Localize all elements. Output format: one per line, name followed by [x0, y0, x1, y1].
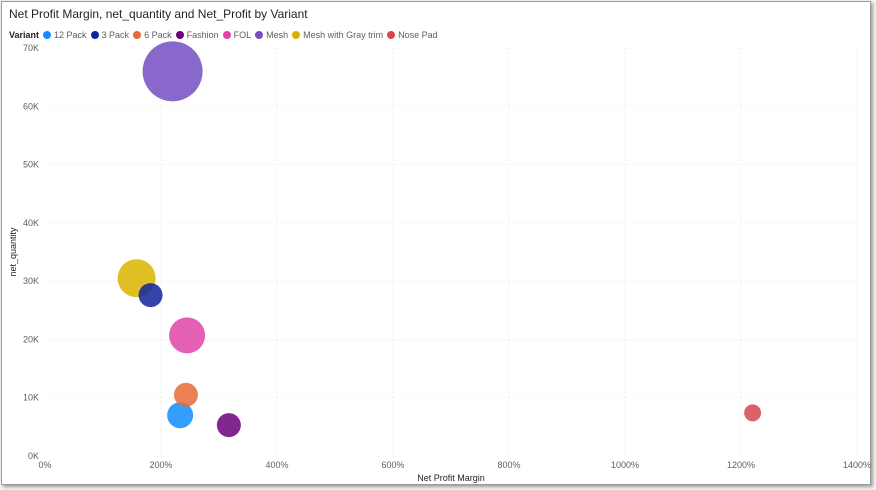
- x-tick-label: 1000%: [611, 460, 639, 470]
- legend-label: 3 Pack: [101, 30, 130, 40]
- y-axis-title: net_quantity: [8, 227, 18, 277]
- legend-marker: [90, 31, 99, 39]
- legend-label: Mesh with Gray trim: [303, 30, 384, 40]
- legend: Variant 12 Pack 3 Pack 6 Pack Fashion FOL Mes…: [9, 28, 442, 42]
- legend-label: 6 Pack: [144, 30, 172, 40]
- y-tick-label: 50K: [23, 160, 39, 170]
- legend-item[interactable]: FOL: [222, 30, 252, 40]
- legend-item[interactable]: 6 Pack: [133, 30, 172, 40]
- legend-items: 12 Pack 3 Pack 6 Pack Fashion FOL Mesh Mesh wi…: [43, 30, 442, 40]
- legend-item[interactable]: Fashion: [175, 30, 219, 40]
- y-tick-label: 40K: [23, 218, 39, 228]
- legend-item[interactable]: 12 Pack: [43, 30, 87, 40]
- y-tick-label: 20K: [23, 334, 39, 344]
- legend-marker: [255, 31, 264, 39]
- y-tick-label: 0K: [28, 451, 39, 461]
- data-point-bubble[interactable]: [216, 413, 241, 438]
- y-tick-label: 60K: [23, 101, 39, 111]
- legend-marker: [292, 31, 301, 39]
- x-axis-title: Net Profit Margin: [417, 473, 485, 483]
- legend-item[interactable]: Mesh: [255, 30, 288, 40]
- legend-title: Variant: [9, 30, 40, 40]
- x-tick-label: 800%: [497, 460, 520, 470]
- y-tick-label: 70K: [23, 43, 39, 53]
- data-point-bubble[interactable]: [744, 404, 762, 422]
- legend-item[interactable]: Nose Pad: [387, 30, 438, 40]
- legend-label: Mesh: [266, 30, 289, 40]
- x-tick-label: 200%: [149, 460, 172, 470]
- legend-label: 12 Pack: [54, 30, 87, 40]
- data-point-bubble[interactable]: [142, 41, 203, 102]
- legend-marker: [387, 31, 396, 39]
- y-tick-label: 30K: [23, 276, 39, 286]
- data-point-bubble[interactable]: [167, 402, 194, 429]
- legend-marker: [43, 31, 52, 39]
- legend-label: FOL: [233, 30, 252, 40]
- x-tick-label: 1400%: [843, 460, 871, 470]
- legend-label: Fashion: [186, 30, 219, 40]
- legend-item[interactable]: 3 Pack: [90, 30, 130, 40]
- x-tick-label: 1200%: [727, 460, 755, 470]
- x-tick-label: 0%: [38, 460, 51, 470]
- legend-marker: [175, 31, 184, 39]
- legend-marker: [133, 31, 142, 39]
- legend-item[interactable]: Mesh with Gray trim: [292, 30, 383, 40]
- chart-title: Net Profit Margin, net_quantity and Net_…: [9, 7, 308, 21]
- legend-marker: [222, 31, 231, 39]
- x-tick-label: 400%: [265, 460, 288, 470]
- x-tick-label: 600%: [381, 460, 404, 470]
- y-tick-label: 10K: [23, 393, 39, 403]
- legend-label: Nose Pad: [398, 30, 438, 40]
- data-point-bubble[interactable]: [138, 283, 163, 308]
- data-point-bubble[interactable]: [169, 317, 206, 354]
- data-point-bubble[interactable]: [173, 382, 198, 407]
